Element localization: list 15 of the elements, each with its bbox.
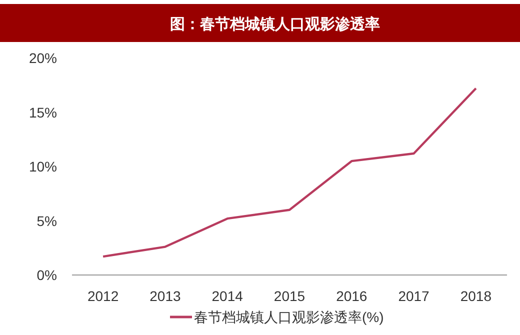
chart-title: 图：春节档城镇人口观影渗透率 (170, 15, 380, 33)
y-tick-label: 10% (28, 158, 57, 174)
x-tick-label: 2014 (212, 288, 244, 304)
y-tick-label: 0% (36, 267, 57, 283)
legend-label: 春节档城镇人口观影渗透率(%) (194, 309, 384, 325)
x-tick-label: 2016 (336, 288, 368, 304)
line-series (102, 87, 478, 258)
x-tick-label: 2015 (274, 288, 306, 304)
x-tick-label: 2012 (87, 288, 119, 304)
x-tick-label: 2018 (460, 288, 492, 304)
y-tick-label: 15% (28, 104, 57, 120)
y-tick-label: 20% (28, 50, 57, 66)
x-tick-label: 2013 (150, 288, 181, 304)
y-tick-label: 5% (36, 212, 57, 229)
x-tick-label: 2017 (398, 288, 430, 304)
